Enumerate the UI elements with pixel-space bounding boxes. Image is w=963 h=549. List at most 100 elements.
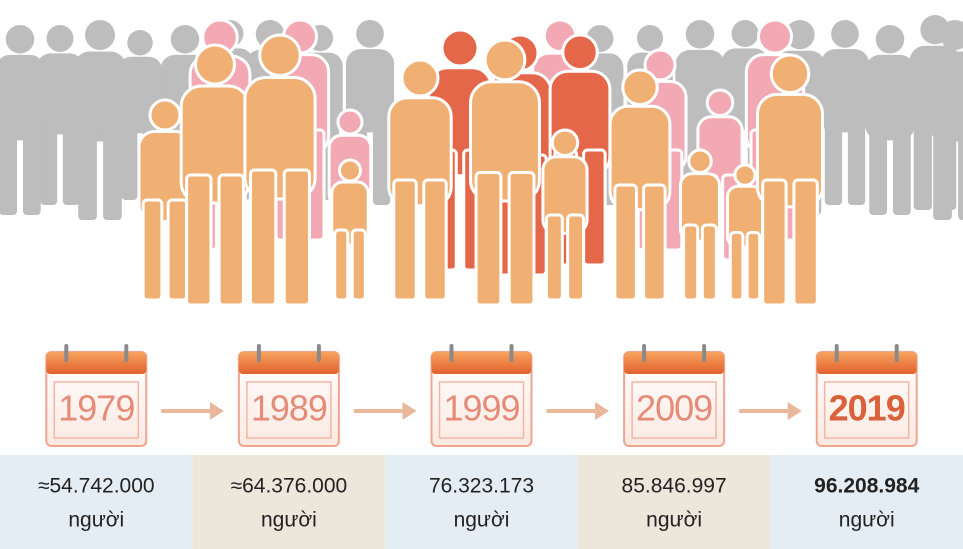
head xyxy=(356,20,384,48)
torso xyxy=(0,54,45,141)
timeline-item: 1989 ≈64.376.000 người xyxy=(192,344,386,549)
silhouette xyxy=(179,43,251,307)
silhouette xyxy=(929,20,963,220)
leg xyxy=(847,112,866,205)
head xyxy=(258,33,302,77)
head xyxy=(561,33,599,71)
calendar-ring xyxy=(834,344,839,362)
leg xyxy=(745,231,762,302)
calendar-ring xyxy=(256,344,261,362)
calendar-ring xyxy=(702,344,707,362)
population-cell xyxy=(577,455,771,549)
head xyxy=(875,25,905,54)
torso xyxy=(865,54,915,141)
head xyxy=(5,25,35,54)
leg xyxy=(392,178,418,302)
leg xyxy=(792,178,819,307)
timeline-item: 1999 76.323.173 người xyxy=(385,344,578,549)
leg xyxy=(282,168,311,307)
calendar-ring xyxy=(316,344,321,362)
leg xyxy=(78,120,97,220)
leg xyxy=(824,112,843,205)
timeline-item: 1979 ≈54.742.000 người xyxy=(0,344,193,549)
calendar-header xyxy=(238,352,339,374)
arrow-head xyxy=(402,402,417,420)
silhouette xyxy=(865,25,915,215)
unit: người xyxy=(454,509,510,532)
leg xyxy=(217,173,245,307)
head xyxy=(194,43,236,86)
head xyxy=(170,25,200,54)
silhouette xyxy=(330,158,370,302)
torso xyxy=(36,53,84,135)
unit: người xyxy=(68,509,124,532)
head xyxy=(400,58,440,98)
head xyxy=(85,20,115,50)
unit: người xyxy=(839,509,895,532)
year: 1999 xyxy=(443,388,519,429)
torso xyxy=(820,49,870,133)
calendar-ring xyxy=(894,344,899,362)
population: ≈64.376.000 xyxy=(231,475,348,498)
silhouette xyxy=(756,53,824,307)
leg xyxy=(958,120,963,220)
timeline-item: 2009 85.846.997 người xyxy=(577,344,771,549)
leg xyxy=(892,120,911,215)
unit: người xyxy=(646,509,702,532)
timeline-item: 2019 96.208.984 người xyxy=(770,344,963,549)
population: ≈54.742.000 xyxy=(38,475,155,498)
year: 1989 xyxy=(251,388,327,429)
head xyxy=(46,25,74,52)
calendar-ring xyxy=(64,344,69,362)
population-cell xyxy=(385,455,578,549)
silhouette xyxy=(74,20,126,220)
population: 85.846.997 xyxy=(622,475,727,498)
calendar-frame xyxy=(438,381,525,439)
torso xyxy=(74,51,126,142)
head xyxy=(757,18,793,55)
leg xyxy=(613,183,638,302)
head xyxy=(769,53,811,94)
silhouette xyxy=(0,25,45,215)
calendar-ring xyxy=(124,344,129,362)
silhouette xyxy=(137,98,193,302)
leg xyxy=(121,115,138,200)
unit: người xyxy=(261,509,317,532)
torso xyxy=(929,51,963,142)
calendar-ring xyxy=(449,344,454,362)
leg xyxy=(22,120,41,215)
population-cell xyxy=(0,455,193,549)
calendar-frame xyxy=(631,381,717,439)
head xyxy=(148,98,182,132)
head xyxy=(127,30,153,56)
silhouette xyxy=(541,128,589,302)
population-cell xyxy=(770,455,963,549)
leg xyxy=(0,120,18,215)
population: 96.208.984 xyxy=(814,475,919,498)
calendar-ring xyxy=(509,344,514,362)
head xyxy=(687,148,713,174)
silhouette xyxy=(36,25,84,205)
arrow-head xyxy=(595,402,610,420)
head xyxy=(636,25,664,52)
head xyxy=(336,108,364,136)
calendar-header xyxy=(816,352,917,374)
silhouette xyxy=(679,148,721,302)
calendar-frame xyxy=(823,381,910,439)
head xyxy=(733,163,757,187)
silhouette xyxy=(608,68,672,302)
head xyxy=(483,38,527,82)
leg xyxy=(544,213,564,302)
year: 1979 xyxy=(58,388,134,429)
leg xyxy=(507,171,536,307)
leg xyxy=(700,223,718,302)
year: 2019 xyxy=(829,388,905,429)
leg xyxy=(913,112,932,210)
leg xyxy=(185,173,213,307)
calendar-ring xyxy=(642,344,647,362)
leg xyxy=(422,178,448,302)
head xyxy=(440,28,480,68)
population: 76.323.173 xyxy=(429,475,534,498)
silhouette xyxy=(387,58,453,302)
